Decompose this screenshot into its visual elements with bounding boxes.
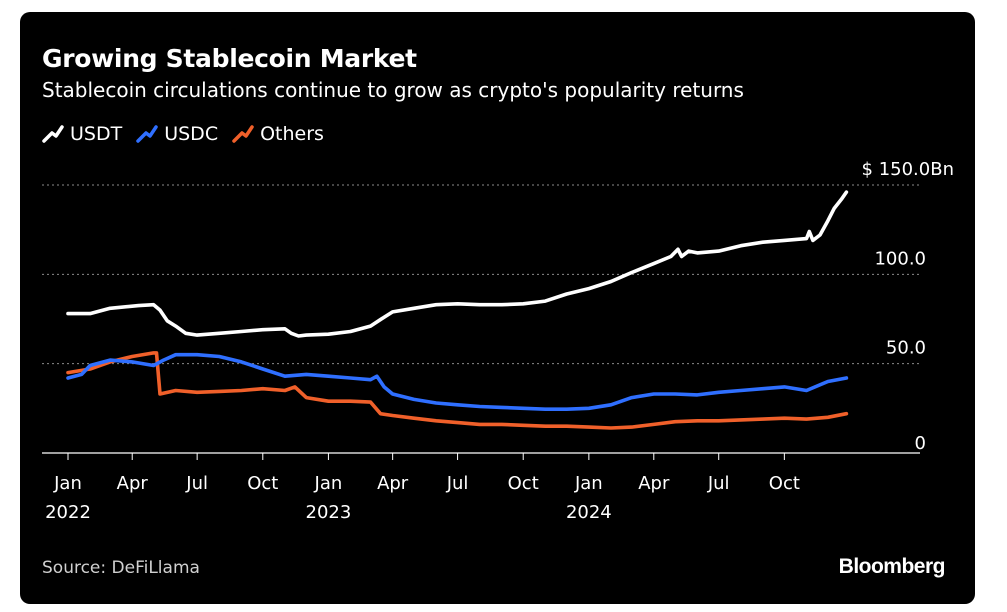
legend-swatch-others-icon [232,125,254,143]
y-tick-label: 0 [915,433,926,454]
legend-label-usdc: USDC [164,123,219,145]
y-tick-label: $ 150.0Bn [862,159,954,180]
series-line-usdc [66,352,849,412]
y-tick-label: 100.0 [874,248,926,269]
line-chart: 0 50.0 100.0 $ 150.0Bn Jan 2022 Apr Jul Oct Jan 20… [42,159,954,523]
legend: USDT USDC Others [42,122,338,146]
legend-swatch-usdt-icon [42,125,64,143]
x-tick-label: Apr [638,473,670,494]
x-tick-label: Jan [574,473,603,494]
x-tick-label: Oct [769,473,800,494]
x-tick-label: Jul [185,473,208,494]
x-tick-label: Oct [508,473,539,494]
series-line-usdt [66,190,849,338]
series-line-others [66,351,849,430]
legend-label-usdt: USDT [70,123,123,145]
x-tick-year-label: 2023 [306,502,352,523]
chart-title: Growing Stablecoin Market [42,44,417,73]
x-tick-label: Jan [314,473,343,494]
x-tick-label: Jul [446,473,469,494]
x-tick-year-label: 2022 [45,502,91,523]
x-tick-label: Oct [247,473,278,494]
chart-subtitle: Stablecoin circulations continue to grow… [42,78,744,102]
chart-card: Growing Stablecoin Market Stablecoin cir… [20,12,975,604]
legend-item-usdt: USDT [42,123,122,145]
legend-item-others: Others [232,123,324,145]
x-tick-year-label: 2024 [566,502,612,523]
x-tick-label: Apr [377,473,409,494]
legend-label-others: Others [260,123,324,145]
y-tick-label: 50.0 [886,338,926,359]
source-note: Source: DeFiLlama [42,558,200,578]
legend-item-usdc: USDC [136,123,218,145]
legend-swatch-usdc-icon [136,125,158,143]
bloomberg-logo: Bloomberg [838,555,946,578]
x-tick-label: Jul [707,473,730,494]
x-tick-label: Jan [53,473,82,494]
x-tick-label: Apr [117,473,149,494]
